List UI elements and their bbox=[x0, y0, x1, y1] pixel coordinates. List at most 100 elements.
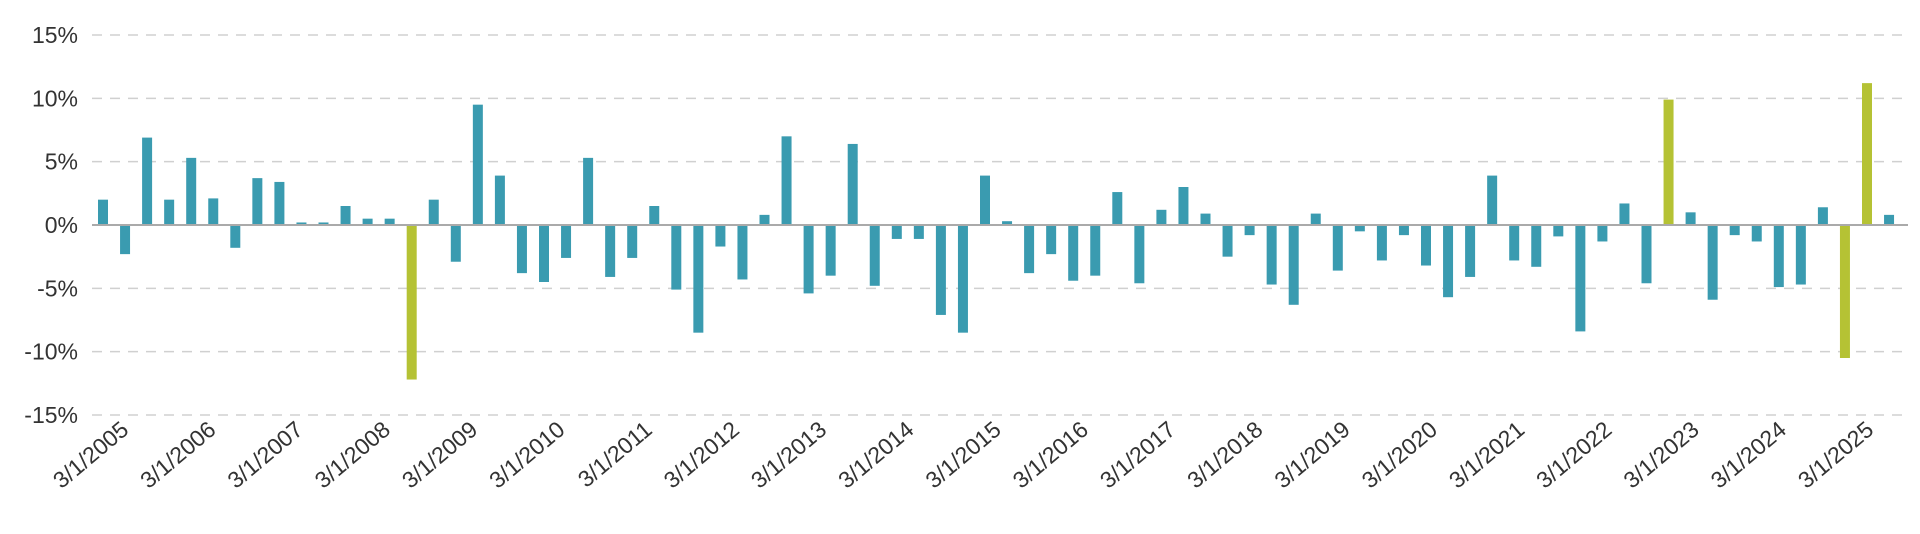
x-tick-label: 3/1/2019 bbox=[1269, 416, 1354, 493]
bar bbox=[120, 225, 131, 255]
bar bbox=[869, 225, 880, 286]
y-tick-label: 15% bbox=[32, 22, 78, 48]
bar bbox=[516, 225, 527, 274]
bar bbox=[1310, 213, 1321, 225]
y-tick-label: -15% bbox=[24, 402, 78, 428]
bar bbox=[428, 199, 439, 225]
bar bbox=[1465, 225, 1476, 277]
bar bbox=[891, 225, 902, 239]
bar bbox=[164, 199, 175, 225]
bar bbox=[1200, 213, 1211, 225]
bar bbox=[1024, 225, 1035, 274]
bar bbox=[1178, 187, 1189, 225]
bar bbox=[1068, 225, 1079, 281]
bar bbox=[1046, 225, 1057, 255]
bar bbox=[957, 225, 968, 333]
bars bbox=[92, 83, 1908, 380]
bar bbox=[1421, 225, 1431, 266]
bar bbox=[1266, 225, 1277, 285]
bar bbox=[1244, 225, 1255, 236]
bar bbox=[1619, 203, 1630, 225]
y-tick-label: 5% bbox=[45, 149, 78, 175]
x-tick-label: 3/1/2009 bbox=[397, 416, 482, 493]
bar bbox=[186, 157, 197, 225]
bar bbox=[1090, 225, 1101, 276]
bar bbox=[1795, 225, 1806, 285]
bar bbox=[142, 137, 153, 225]
y-tick-label: 10% bbox=[32, 85, 78, 111]
bar bbox=[1332, 225, 1343, 271]
x-tick-label: 3/1/2018 bbox=[1182, 416, 1267, 493]
bar bbox=[847, 143, 858, 225]
bar bbox=[1641, 225, 1652, 284]
x-axis-ticks: 3/1/2005 3/1/2006 3/1/2007 3/1/2008 3/1/2009… bbox=[48, 416, 1878, 494]
bar-highlighted bbox=[1663, 99, 1674, 225]
bar bbox=[472, 104, 483, 225]
x-tick-label: 3/1/2007 bbox=[222, 416, 307, 493]
bar-highlighted bbox=[1839, 225, 1850, 358]
bar bbox=[1597, 225, 1608, 242]
x-tick-label: 3/1/2024 bbox=[1706, 416, 1791, 494]
bar bbox=[1751, 225, 1762, 242]
bar bbox=[208, 198, 219, 225]
bar bbox=[1354, 225, 1365, 232]
y-axis-ticks: 15% 10% 5% 0% -5% -10% -15% bbox=[24, 22, 78, 428]
bar bbox=[1398, 225, 1409, 236]
bar bbox=[561, 225, 572, 258]
bar bbox=[1134, 225, 1145, 284]
bar bbox=[384, 218, 395, 225]
bar bbox=[1685, 212, 1696, 225]
bar bbox=[450, 225, 461, 262]
bar bbox=[605, 225, 616, 277]
bar-highlighted bbox=[1862, 83, 1872, 225]
bar bbox=[1509, 225, 1520, 261]
x-tick-label: 3/1/2013 bbox=[746, 416, 831, 493]
bar bbox=[583, 157, 594, 225]
bar bbox=[1707, 225, 1718, 300]
x-tick-label: 3/1/2010 bbox=[484, 416, 569, 493]
bar bbox=[1487, 175, 1498, 225]
bar bbox=[1531, 225, 1542, 267]
x-tick-label: 3/1/2025 bbox=[1793, 416, 1878, 493]
bar bbox=[1112, 192, 1123, 225]
x-tick-label: 3/1/2017 bbox=[1095, 416, 1180, 493]
bar bbox=[781, 136, 792, 225]
bar bbox=[803, 225, 814, 294]
x-tick-label: 3/1/2006 bbox=[135, 416, 220, 493]
bar bbox=[980, 175, 990, 225]
bar bbox=[318, 222, 329, 225]
bar bbox=[1575, 225, 1586, 332]
bar bbox=[1156, 209, 1167, 225]
x-tick-label: 3/1/2022 bbox=[1531, 416, 1616, 493]
bar bbox=[1222, 225, 1233, 257]
bar bbox=[296, 222, 307, 225]
bar bbox=[1729, 225, 1740, 236]
x-tick-label: 3/1/2012 bbox=[659, 416, 744, 493]
bar bbox=[340, 206, 351, 225]
x-tick-label: 3/1/2016 bbox=[1008, 416, 1093, 493]
bar bbox=[1884, 214, 1895, 225]
bar bbox=[1553, 225, 1564, 237]
bar bbox=[913, 225, 924, 239]
bar bbox=[935, 225, 946, 315]
bar bbox=[715, 225, 726, 247]
bar bbox=[230, 225, 241, 248]
bar bbox=[1443, 225, 1454, 298]
x-tick-label: 3/1/2021 bbox=[1444, 416, 1529, 493]
bar bbox=[98, 199, 108, 225]
x-tick-label: 3/1/2011 bbox=[573, 416, 657, 492]
bar bbox=[1002, 221, 1013, 225]
bar bbox=[627, 225, 638, 258]
bar bbox=[825, 225, 836, 276]
x-tick-label: 3/1/2023 bbox=[1618, 416, 1703, 493]
bar bbox=[1817, 207, 1828, 225]
x-tick-label: 3/1/2015 bbox=[920, 416, 1005, 493]
y-tick-label: 0% bbox=[45, 212, 78, 238]
bar bbox=[759, 214, 770, 225]
bar bbox=[671, 225, 682, 290]
bar bbox=[252, 178, 263, 225]
bar-highlighted bbox=[406, 225, 417, 380]
bar bbox=[494, 175, 505, 225]
bar bbox=[1376, 225, 1387, 261]
